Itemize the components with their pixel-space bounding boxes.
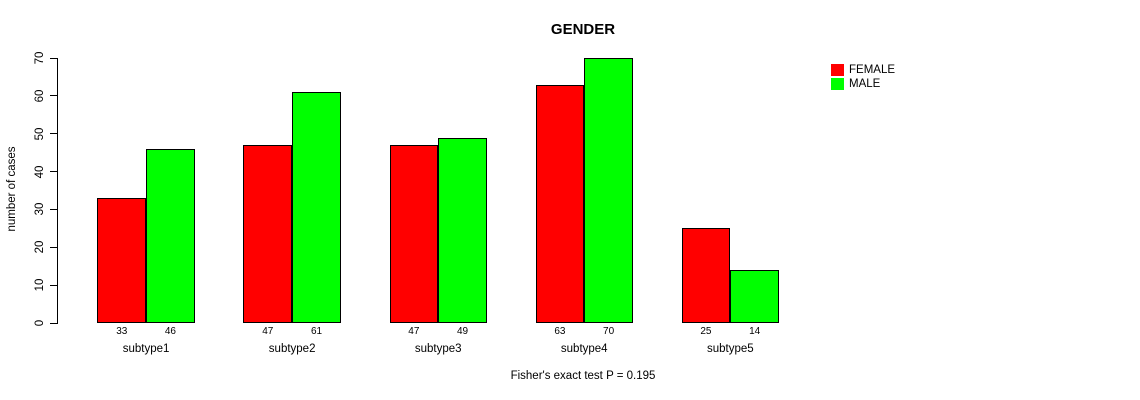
y-axis-tick-label: 50 <box>34 127 46 141</box>
legend-row-female: FEMALE <box>831 64 895 76</box>
y-axis-tick <box>50 208 57 210</box>
y-axis-tick-label: 0 <box>34 319 46 327</box>
y-axis-tick <box>50 133 57 135</box>
bar-value-label: 63 <box>554 326 566 337</box>
bar-value-label: 14 <box>749 326 761 337</box>
y-axis-tick-label: 10 <box>34 278 46 292</box>
legend-label-female: FEMALE <box>849 64 896 76</box>
bar-male-subtype5 <box>730 270 779 323</box>
bar-value-label: 47 <box>408 326 420 337</box>
bar-value-label: 25 <box>700 326 712 337</box>
bar-female-subtype3 <box>389 145 439 323</box>
y-axis-tick-label: 30 <box>34 203 46 216</box>
bar-male-subtype4 <box>584 58 633 323</box>
y-axis-title: number of cases <box>6 146 18 232</box>
legend: FEMALE MALE <box>831 64 895 90</box>
y-axis-tick <box>50 284 57 286</box>
bar-male-subtype2 <box>292 92 341 323</box>
legend-swatch-female <box>831 64 844 76</box>
legend-label-male: MALE <box>849 78 881 90</box>
y-axis-tick <box>50 322 57 324</box>
bar-female-subtype2 <box>243 145 293 323</box>
y-axis-tick-label: 60 <box>34 89 46 103</box>
bar-value-label: 33 <box>116 326 128 337</box>
y-axis-tick-label: 40 <box>34 165 46 178</box>
bar-value-label: 47 <box>262 326 274 337</box>
chart-title: GENDER <box>550 21 616 38</box>
category-label-subtype3: subtype3 <box>414 343 462 355</box>
y-axis-tick <box>50 171 57 173</box>
y-axis-tick <box>50 57 57 59</box>
category-label-subtype4: subtype4 <box>560 343 608 355</box>
legend-swatch-male <box>831 78 844 90</box>
bar-female-subtype1 <box>97 198 147 323</box>
bar-value-label: 49 <box>456 326 469 337</box>
bar-value-label: 61 <box>310 326 323 337</box>
bar-female-subtype5 <box>681 228 731 323</box>
legend-row-male: MALE <box>831 78 895 90</box>
category-label-subtype2: subtype2 <box>268 343 316 355</box>
y-axis-tick <box>50 95 57 97</box>
bar-female-subtype4 <box>535 84 585 323</box>
y-axis-tick <box>50 246 57 248</box>
y-axis-line <box>57 58 58 324</box>
bar-male-subtype1 <box>146 148 195 323</box>
caption-fishers-test: Fisher's exact test P = 0.195 <box>510 370 656 382</box>
category-label-subtype5: subtype5 <box>706 343 754 355</box>
category-label-subtype1: subtype1 <box>122 343 170 355</box>
bar-value-label: 70 <box>603 326 615 337</box>
bar-value-label: 46 <box>164 326 176 337</box>
bar-male-subtype3 <box>438 137 487 323</box>
y-axis-tick-label: 20 <box>34 240 46 254</box>
y-axis-tick-label: 70 <box>34 51 46 65</box>
